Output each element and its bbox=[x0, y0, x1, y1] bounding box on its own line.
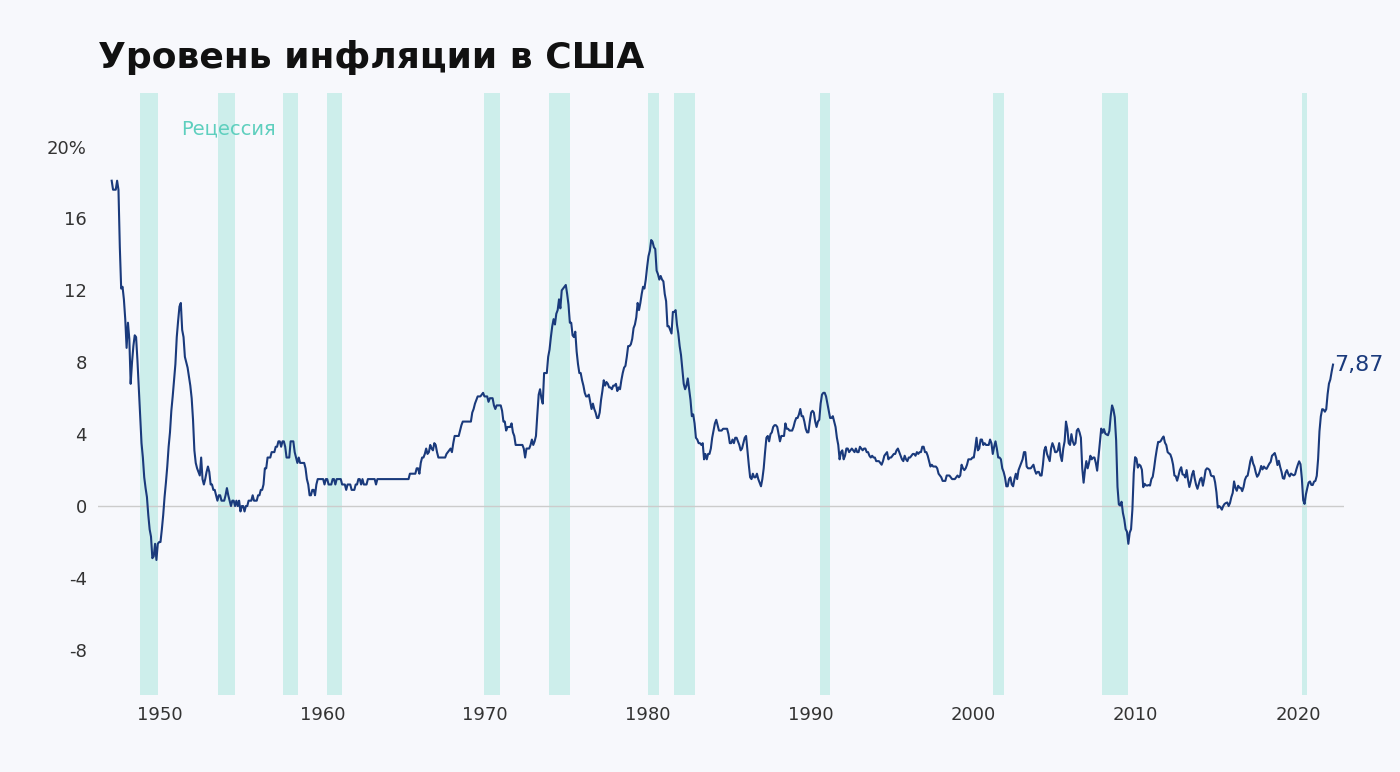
Bar bbox=[673, 93, 694, 695]
Bar bbox=[140, 93, 158, 695]
Bar bbox=[328, 93, 342, 695]
Bar bbox=[549, 93, 570, 695]
Bar bbox=[1302, 93, 1306, 695]
Bar bbox=[993, 93, 1004, 695]
Text: Рецессия: Рецессия bbox=[181, 120, 276, 139]
Text: Уровень инфляции в США: Уровень инфляции в США bbox=[98, 39, 644, 75]
Bar bbox=[648, 93, 659, 695]
Bar bbox=[78, 93, 94, 695]
Bar bbox=[283, 93, 298, 695]
Bar bbox=[1102, 93, 1127, 695]
Bar bbox=[483, 93, 500, 695]
Bar bbox=[820, 93, 830, 695]
Bar bbox=[218, 93, 235, 695]
Text: 7,87: 7,87 bbox=[1334, 354, 1383, 374]
